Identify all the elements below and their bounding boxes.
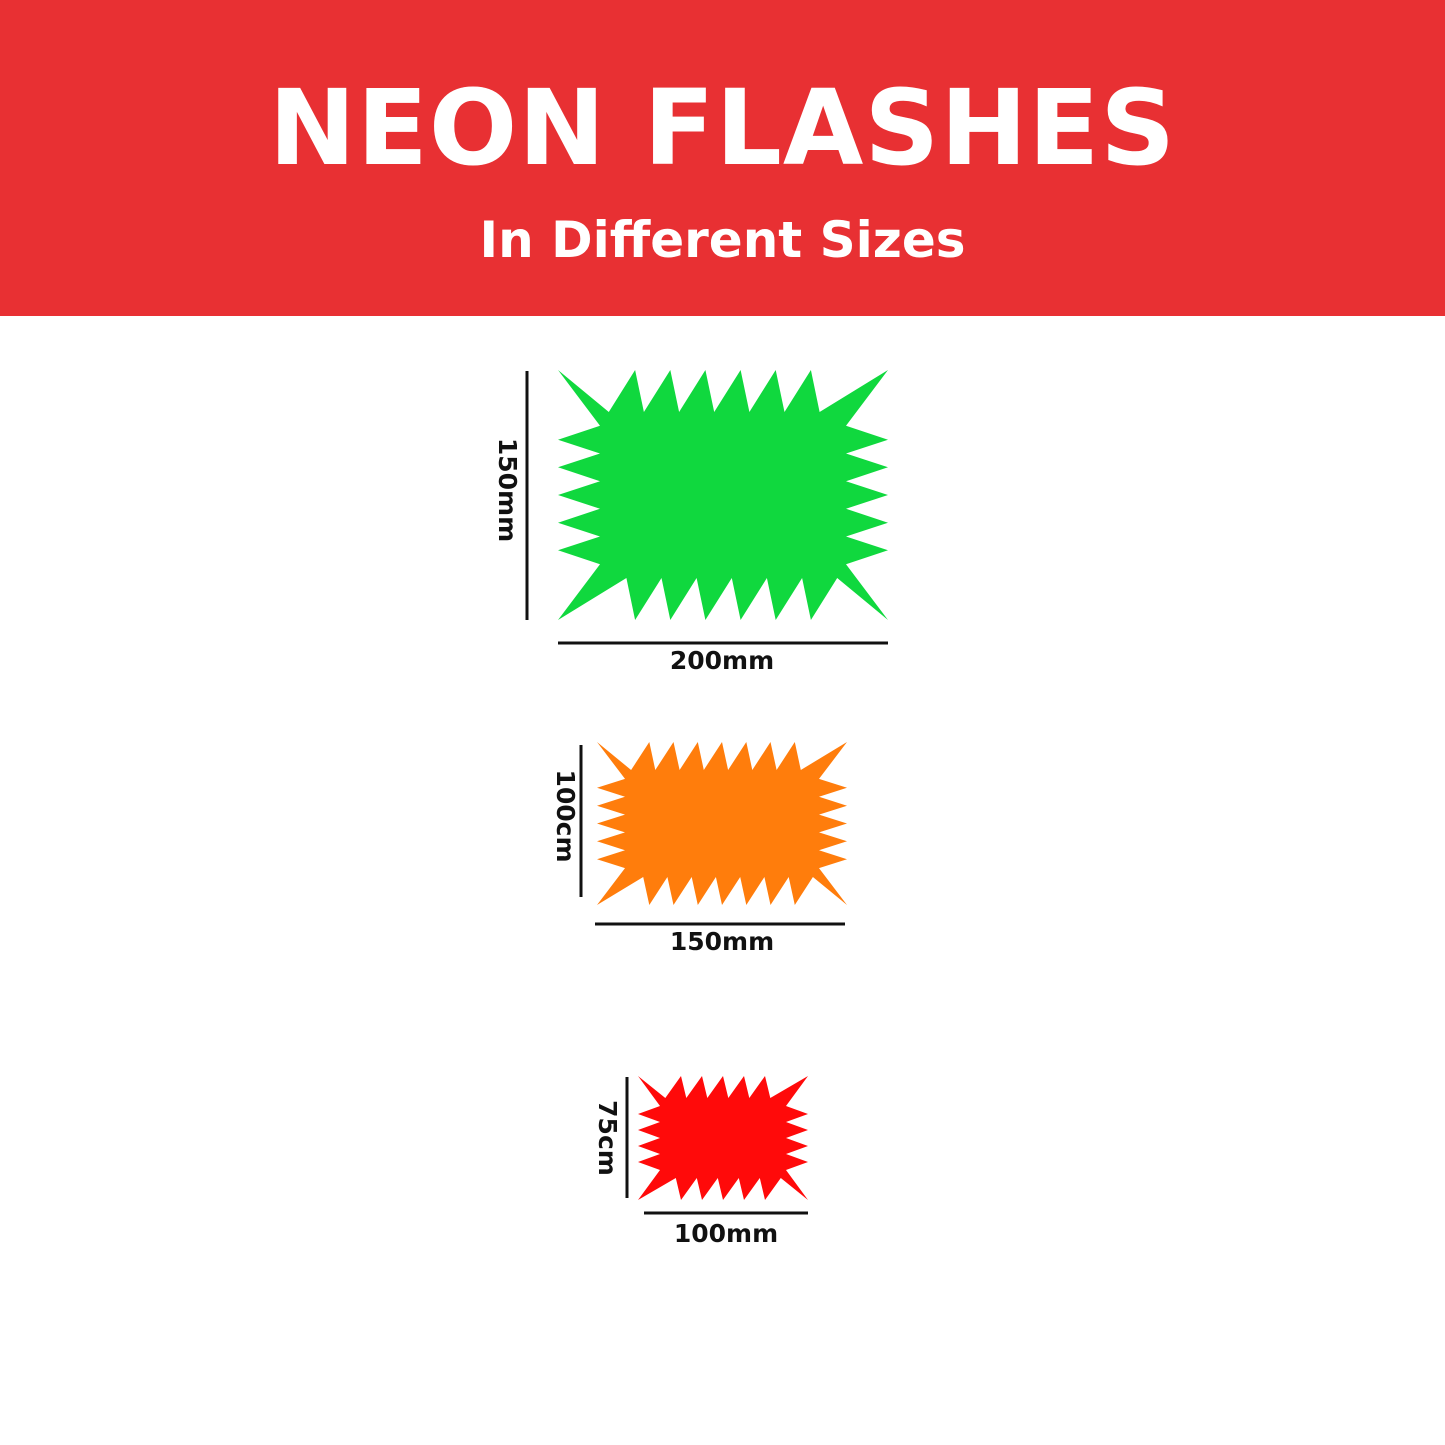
red-flash-shape xyxy=(638,1076,808,1200)
green-flash-shape xyxy=(558,370,888,620)
orange-flash-shape xyxy=(597,742,847,905)
large-width-label: 200mm xyxy=(669,646,775,675)
header-banner: NEON FLASHES In Different Sizes xyxy=(0,0,1445,316)
medium-width-label: 150mm xyxy=(669,927,775,956)
large-height-label: 150mm xyxy=(493,437,522,543)
small-height-label: 75cm xyxy=(593,1100,622,1176)
medium-height-label: 100cm xyxy=(551,769,580,863)
small-width-label: 100mm xyxy=(673,1219,779,1248)
page-subtitle: In Different Sizes xyxy=(479,211,966,269)
page-title: NEON FLASHES xyxy=(268,67,1177,189)
